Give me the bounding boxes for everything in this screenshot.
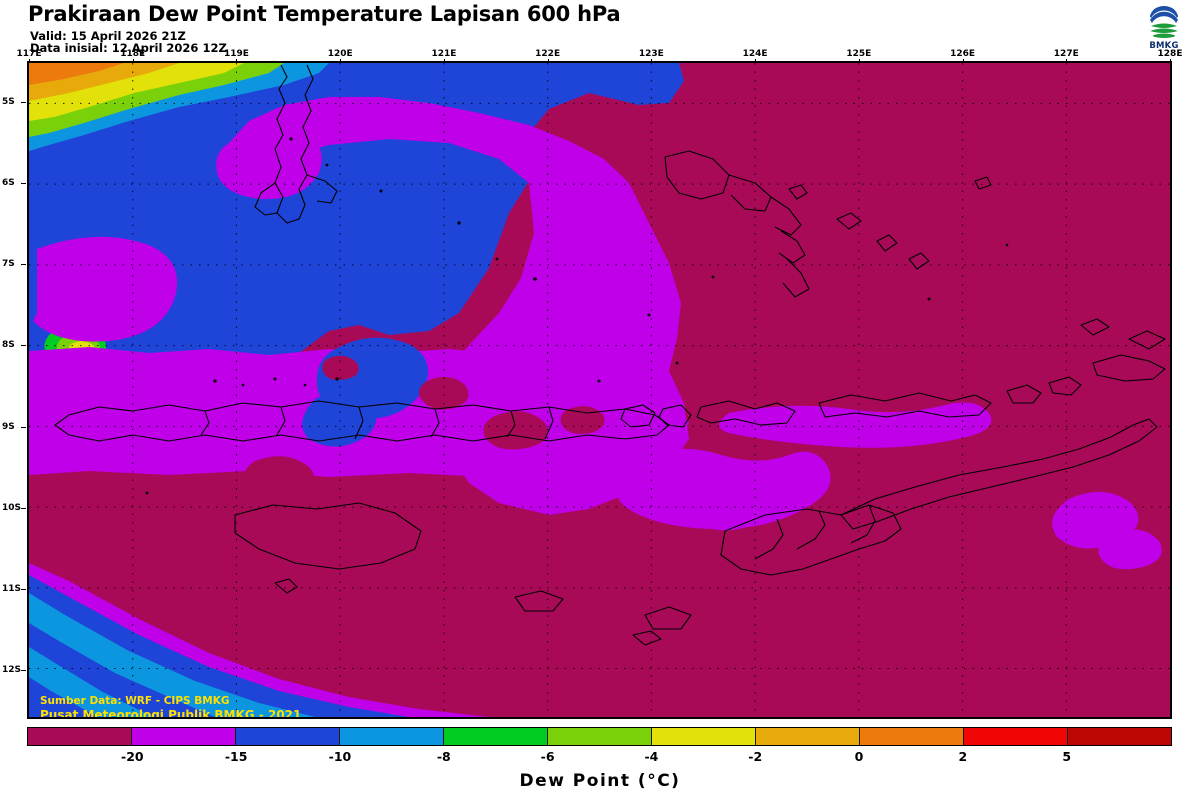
colorbar-segment-2[interactable] (236, 728, 340, 745)
longitude-tick-126E: 126E (950, 49, 975, 59)
owner-credit: Pusat Meteorologi Publik BMKG - 2021 (40, 708, 302, 719)
map-plot-area[interactable]: Sumber Data: WRF - CIPS BMKG Pusat Meteo… (27, 61, 1172, 719)
colorbar-segment-1[interactable] (132, 728, 236, 745)
colorbar-tick-2: 2 (958, 749, 968, 764)
colorbar[interactable] (27, 727, 1172, 746)
colorbar-tick--20: -20 (121, 749, 144, 764)
longitude-tick-124E: 124E (742, 49, 768, 59)
colorbar-tick--6: -6 (540, 749, 555, 764)
colorbar-segment-4[interactable] (444, 728, 548, 745)
latitude-tick-12S: 12S (2, 665, 22, 676)
longitude-tick-119E: 119E (223, 49, 249, 59)
longitude-tick-122E: 122E (535, 49, 561, 59)
colorbar-axis-label: Dew Point (°C) (519, 771, 681, 791)
latitude-tickmark (21, 670, 26, 672)
colorbar-segment-5[interactable] (548, 728, 652, 745)
longitude-tick-121E: 121E (431, 49, 457, 59)
colorbar-tick--10: -10 (328, 749, 352, 764)
data-source-credit: Sumber Data: WRF - CIPS BMKG (40, 695, 230, 707)
latitude-tickmark (21, 182, 26, 184)
longitude-tick-123E: 123E (638, 49, 664, 59)
colorbar-tick--2: -2 (748, 749, 763, 764)
colorbar-segment-7[interactable] (756, 728, 860, 745)
colorbar-tick--15: -15 (224, 749, 248, 764)
colorbar-segment-3[interactable] (340, 728, 444, 745)
latitude-tick-11S: 11S (2, 584, 22, 595)
longitude-tick-127E: 127E (1053, 49, 1079, 59)
colorbar-tick-5: 5 (1062, 749, 1072, 764)
colorbar-segment-9[interactable] (964, 728, 1068, 745)
latitude-tickmark (21, 264, 26, 266)
latitude-tickmark (21, 101, 26, 103)
latitude-tick-9S: 9S (2, 421, 15, 432)
bmkg-logo-icon (1147, 3, 1181, 43)
latitude-tick-7S: 7S (2, 259, 15, 270)
longitude-tick-117E: 117E (16, 49, 42, 59)
latitude-tick-5S: 5S (2, 96, 15, 107)
latitude-tick-8S: 8S (2, 340, 15, 351)
latitude-tickmark (21, 426, 26, 428)
latitude-tick-10S: 10S (2, 502, 22, 513)
longitude-tick-128E: 128E (1157, 49, 1183, 59)
bmkg-logo-label: BMKG (1149, 41, 1179, 51)
longitude-tick-120E: 120E (327, 49, 353, 59)
colorbar-tick-0: 0 (854, 749, 864, 764)
page-title: Prakiraan Dew Point Temperature Lapisan … (28, 2, 621, 26)
weather-contour-map (29, 63, 1170, 717)
longitude-tick-125E: 125E (846, 49, 872, 59)
latitude-tickmark (21, 589, 26, 591)
latitude-tickmark (21, 507, 26, 509)
initial-data-label: Data inisial: 12 April 2026 12Z (30, 41, 227, 55)
latitude-tickmark (21, 345, 26, 347)
colorbar-segment-8[interactable] (860, 728, 964, 745)
latitude-tick-6S: 6S (2, 177, 15, 188)
colorbar-tick--4: -4 (644, 749, 659, 764)
longitude-tick-118E: 118E (120, 49, 146, 59)
valid-time-label: Valid: 15 April 2026 21Z (30, 29, 186, 43)
colorbar-tick--8: -8 (436, 749, 451, 764)
colorbar-segment-0[interactable] (28, 728, 132, 745)
colorbar-segment-6[interactable] (652, 728, 756, 745)
colorbar-segment-10[interactable] (1068, 728, 1171, 745)
